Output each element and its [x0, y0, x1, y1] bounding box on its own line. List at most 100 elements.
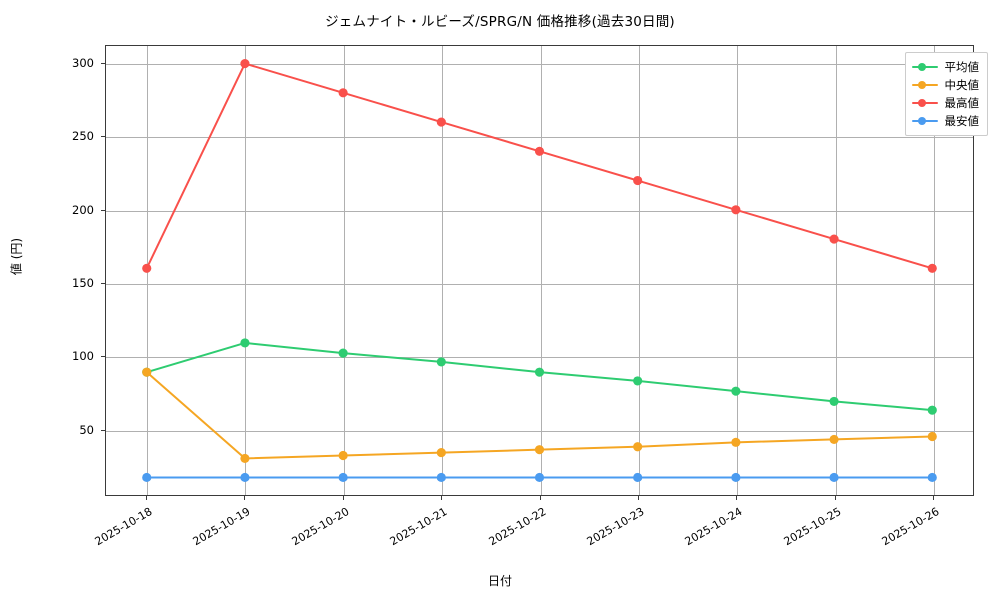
- data-point: [927, 405, 937, 415]
- y-tick-label: 200: [72, 202, 94, 217]
- legend-label: 中央値: [944, 78, 980, 92]
- gridline-vertical: [343, 46, 345, 495]
- data-point: [240, 338, 250, 348]
- legend-label: 平均値: [944, 60, 980, 74]
- legend-item-2[interactable]: 中央値: [911, 76, 980, 94]
- data-point: [731, 205, 741, 215]
- data-point: [633, 175, 643, 186]
- gridline-vertical: [835, 46, 837, 495]
- data-point: [633, 376, 643, 386]
- y-tick-label: 50: [79, 422, 94, 437]
- x-tick-mark: [244, 496, 246, 500]
- data-point: [142, 367, 152, 377]
- x-tick-label: 2025-10-24: [682, 505, 745, 549]
- legend-label: 最安値: [944, 114, 980, 128]
- x-tick-label: 2025-10-19: [190, 505, 253, 549]
- x-tick-mark: [834, 496, 836, 500]
- data-point: [436, 448, 446, 458]
- x-tick-label: 2025-10-23: [584, 505, 647, 549]
- x-tick-label: 2025-10-25: [781, 505, 844, 549]
- legend-item-3[interactable]: 最高値: [911, 94, 980, 112]
- gridline-horizontal: [106, 137, 973, 139]
- data-point: [338, 348, 348, 358]
- data-point: [633, 472, 643, 483]
- data-point: [436, 472, 446, 483]
- data-point: [534, 367, 545, 377]
- chart-legend: 平均値中央値最高値最安値: [904, 52, 988, 136]
- y-tick-mark: [101, 136, 105, 138]
- y-tick-mark: [101, 356, 105, 358]
- x-tick-mark: [441, 496, 443, 500]
- gridline-vertical: [737, 46, 739, 495]
- y-tick-label: 100: [72, 349, 94, 364]
- data-point: [534, 445, 545, 455]
- data-point: [633, 442, 643, 452]
- data-point: [829, 234, 839, 244]
- y-tick-label: 150: [72, 275, 94, 290]
- chart-title: ジェムナイト・ルビーズ/SPRG/N 価格推移(過去30日間): [325, 14, 675, 30]
- y-tick-mark: [101, 62, 105, 64]
- legend-swatch-icon: [911, 115, 938, 127]
- data-point: [240, 453, 250, 464]
- data-point: [829, 472, 839, 483]
- plot-area: [105, 45, 974, 496]
- x-tick-mark: [933, 496, 935, 500]
- legend-item-4[interactable]: 最安値: [911, 112, 980, 130]
- x-tick-label: 2025-10-26: [879, 505, 942, 549]
- gridline-horizontal: [106, 63, 973, 65]
- legend-label: 最高値: [944, 96, 980, 110]
- gridline-horizontal: [106, 284, 973, 285]
- series-1: [142, 338, 937, 415]
- x-tick-mark: [145, 496, 147, 500]
- data-point: [927, 263, 937, 273]
- gridline-vertical: [245, 46, 247, 495]
- x-tick-label: 2025-10-20: [289, 505, 352, 549]
- series-4: [142, 472, 937, 483]
- data-point: [142, 263, 152, 273]
- y-tick-mark: [101, 209, 105, 211]
- series-line: [145, 62, 934, 270]
- data-point: [338, 450, 348, 461]
- data-point: [927, 472, 937, 483]
- gridline-vertical: [540, 46, 542, 495]
- x-tick-label: 2025-10-22: [486, 505, 548, 549]
- data-point: [731, 437, 741, 447]
- x-axis-label: 日付: [487, 574, 512, 588]
- y-tick-mark: [101, 429, 105, 431]
- data-point: [534, 146, 545, 156]
- data-point: [338, 472, 348, 483]
- x-tick-mark: [539, 496, 541, 500]
- x-tick-label: 2025-10-21: [387, 505, 450, 549]
- x-tick-mark: [637, 496, 639, 500]
- gridline-vertical: [638, 46, 640, 495]
- gridline-horizontal: [106, 430, 973, 432]
- data-point: [534, 472, 545, 483]
- y-tick-mark: [101, 282, 105, 284]
- data-point: [436, 357, 446, 367]
- series-container: [142, 58, 937, 483]
- data-point: [240, 58, 250, 69]
- data-point: [731, 472, 741, 483]
- data-point: [240, 472, 250, 483]
- data-point: [436, 117, 446, 127]
- series-3: [142, 58, 937, 273]
- gridline-horizontal: [106, 210, 973, 212]
- x-tick-label: 2025-10-18: [92, 505, 155, 549]
- data-point: [142, 472, 152, 483]
- legend-swatch-icon: [911, 97, 938, 109]
- y-axis-label: 値 (円): [9, 237, 24, 276]
- x-tick-mark: [736, 496, 738, 500]
- data-point: [927, 431, 937, 442]
- y-tick-label: 300: [72, 55, 94, 70]
- data-point: [829, 434, 839, 445]
- x-tick-mark: [342, 496, 344, 500]
- data-point: [829, 396, 839, 406]
- data-point: [731, 386, 741, 396]
- series-2: [142, 367, 937, 464]
- legend-item-1[interactable]: 平均値: [911, 58, 980, 76]
- legend-swatch-icon: [911, 61, 938, 73]
- legend-swatch-icon: [911, 79, 938, 91]
- gridline-vertical: [442, 46, 444, 495]
- y-tick-label: 250: [72, 129, 94, 144]
